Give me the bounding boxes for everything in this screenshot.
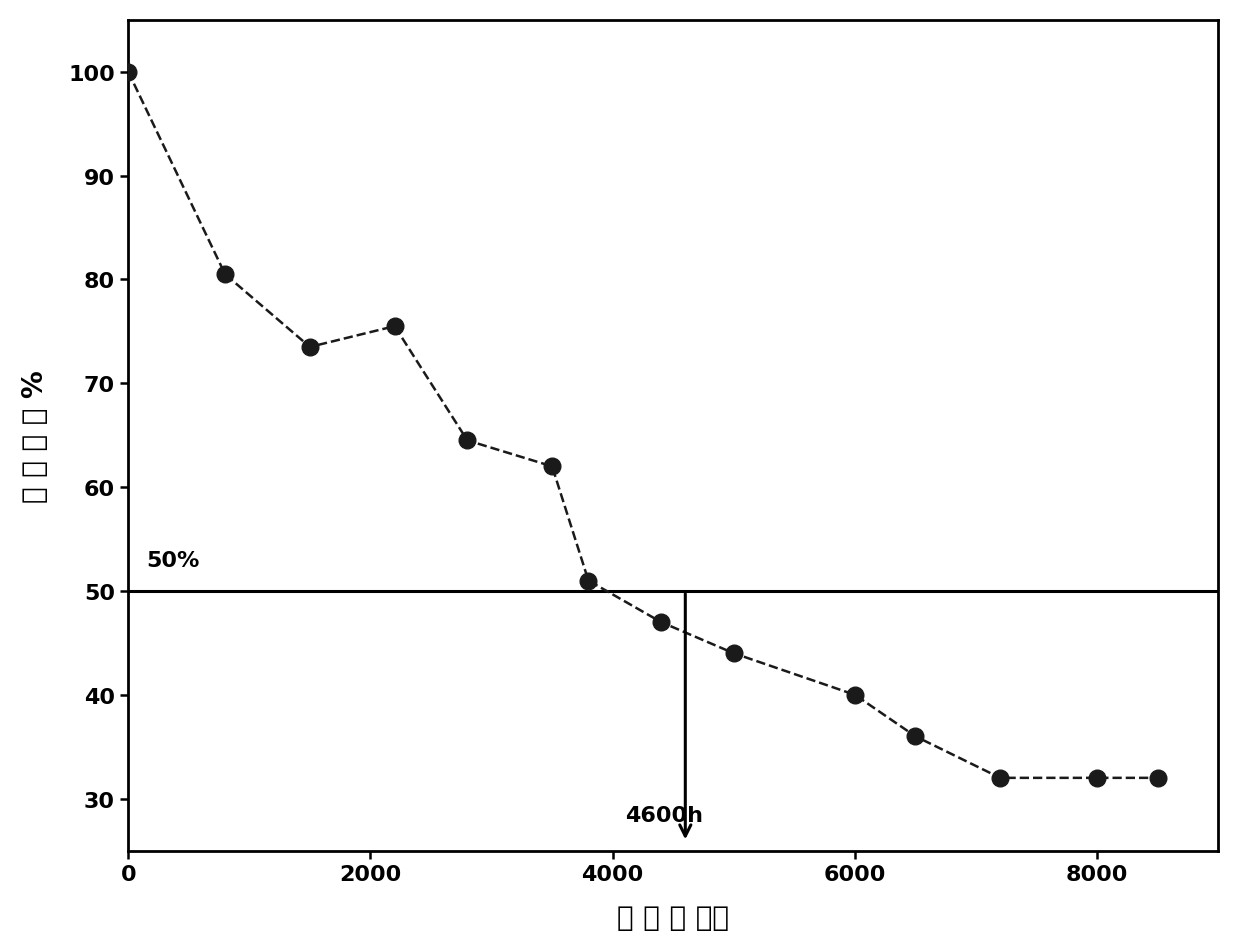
Text: 4600h: 4600h <box>624 804 703 824</box>
Text: 50%: 50% <box>146 550 199 570</box>
X-axis label: 时 间 ／ 小时: 时 间 ／ 小时 <box>617 903 730 931</box>
Y-axis label: 保 光 率 ／ %: 保 光 率 ／ % <box>21 369 48 502</box>
